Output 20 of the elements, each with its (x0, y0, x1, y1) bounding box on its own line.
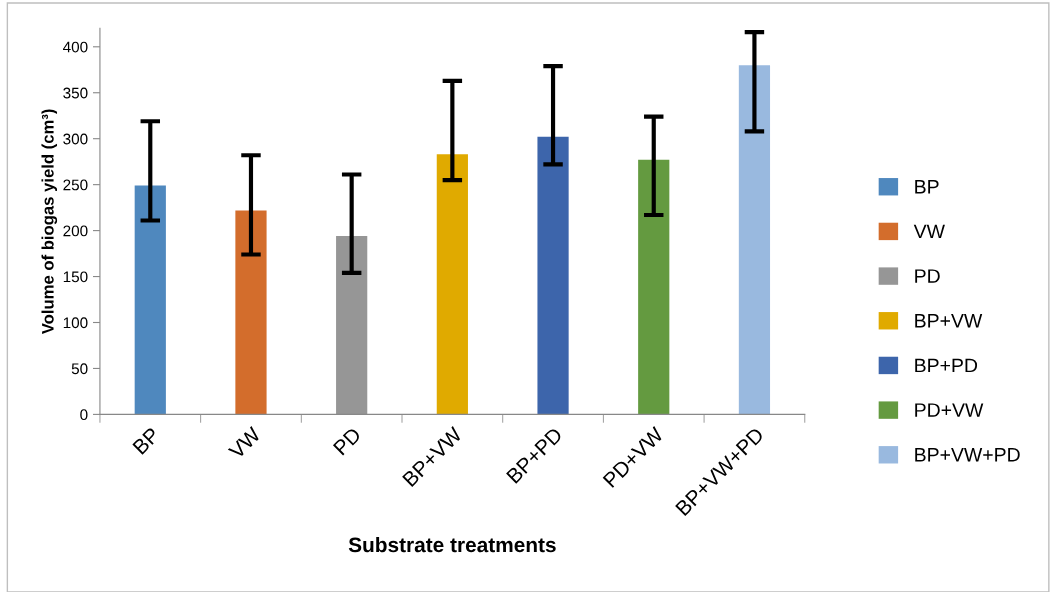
x-tick-label: PD (332, 426, 362, 456)
y-tick-label: 300 (63, 133, 88, 145)
legend-label: BP+VW (915, 314, 983, 328)
y-tick-label: 350 (63, 87, 88, 99)
y-axis-title: Volume of biogas yield (cm³) (41, 109, 58, 335)
legend-label: VW (913, 224, 945, 239)
x-tick-label: BP (132, 426, 161, 455)
legend-label: PD (915, 269, 940, 283)
legend-label: BP (915, 180, 939, 194)
x-axis-title: Substrate treatments (348, 536, 556, 553)
y-tick-label: 150 (63, 271, 88, 283)
y-tick-label: 250 (63, 179, 88, 191)
x-tick-label: VW (227, 426, 262, 460)
y-tick-label: 100 (63, 317, 88, 329)
legend-label: BP+PD (915, 358, 978, 373)
y-tick-label: 200 (63, 225, 88, 237)
y-tick-label: 50 (71, 363, 88, 375)
y-tick-label: 400 (63, 41, 88, 53)
legend-label: PD+VW (915, 403, 984, 417)
y-tick-label: 0 (80, 409, 88, 421)
